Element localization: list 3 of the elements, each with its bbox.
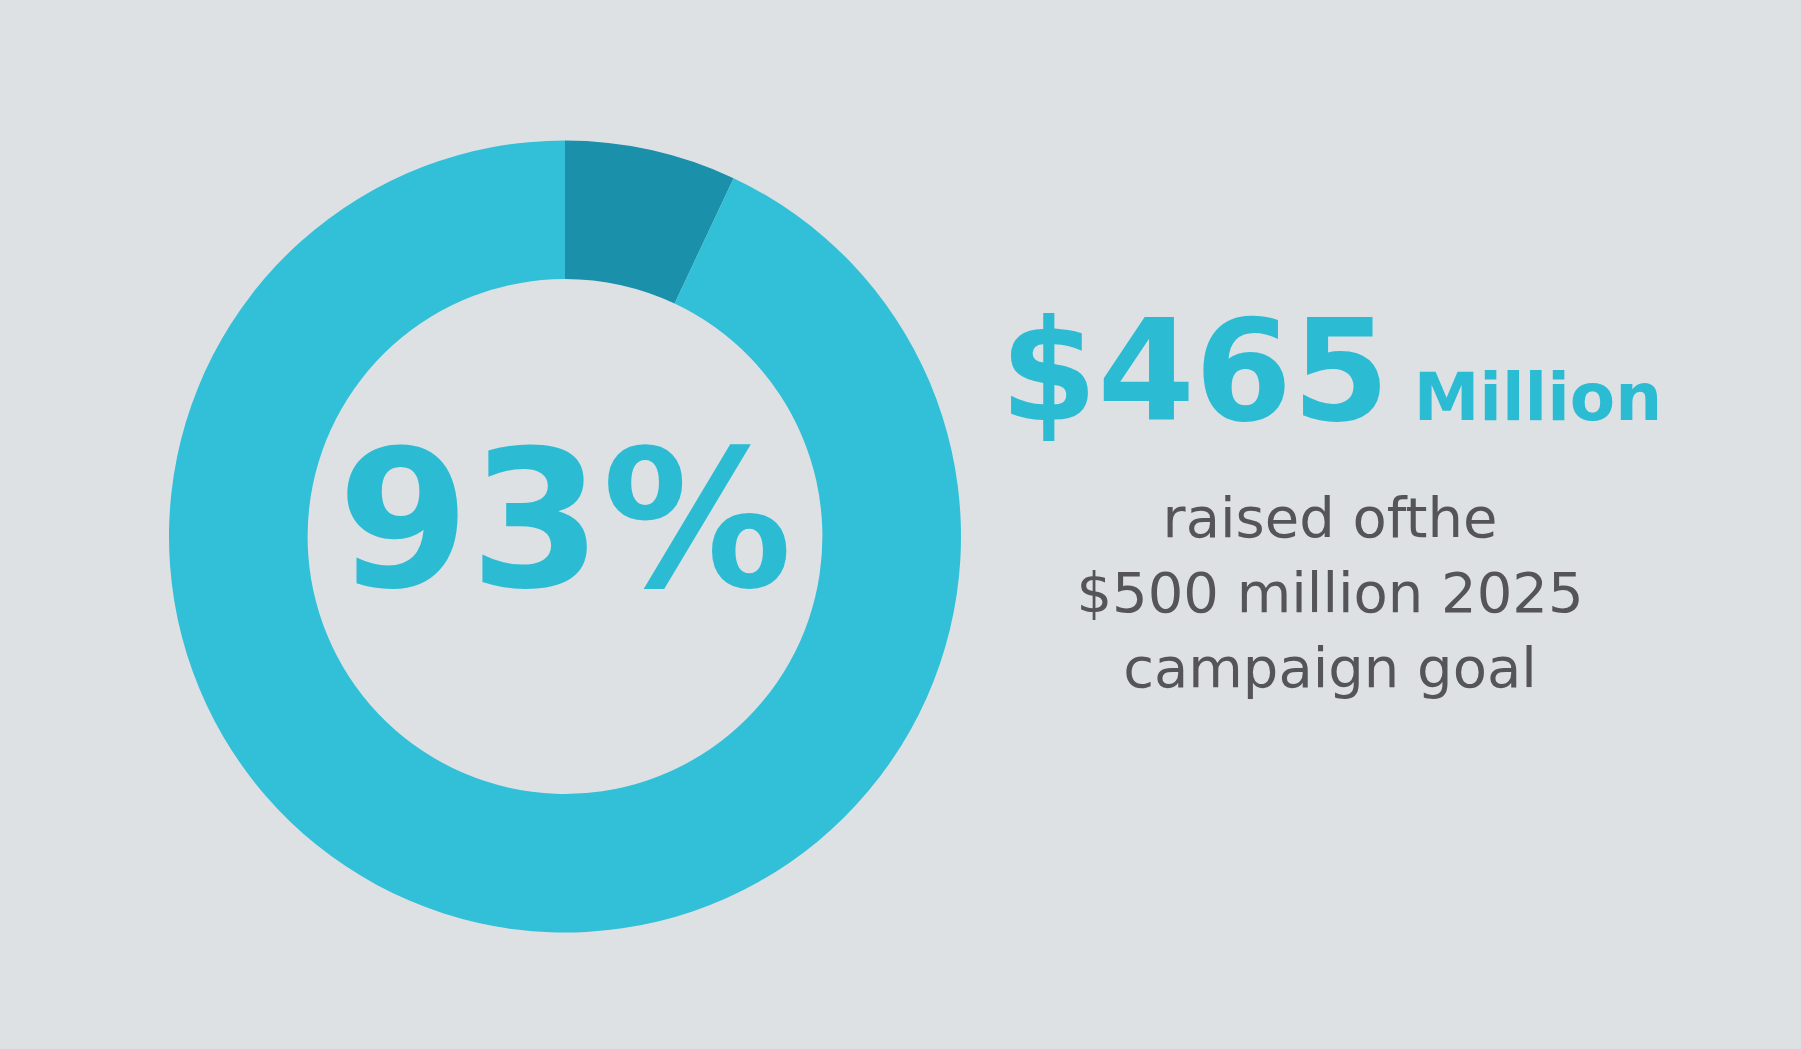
text: $465 Million xyxy=(1000,290,1663,453)
text: raised ofthe $500 million 2025 campaign goal xyxy=(1075,484,1585,702)
data-label: 93% xyxy=(337,409,793,631)
